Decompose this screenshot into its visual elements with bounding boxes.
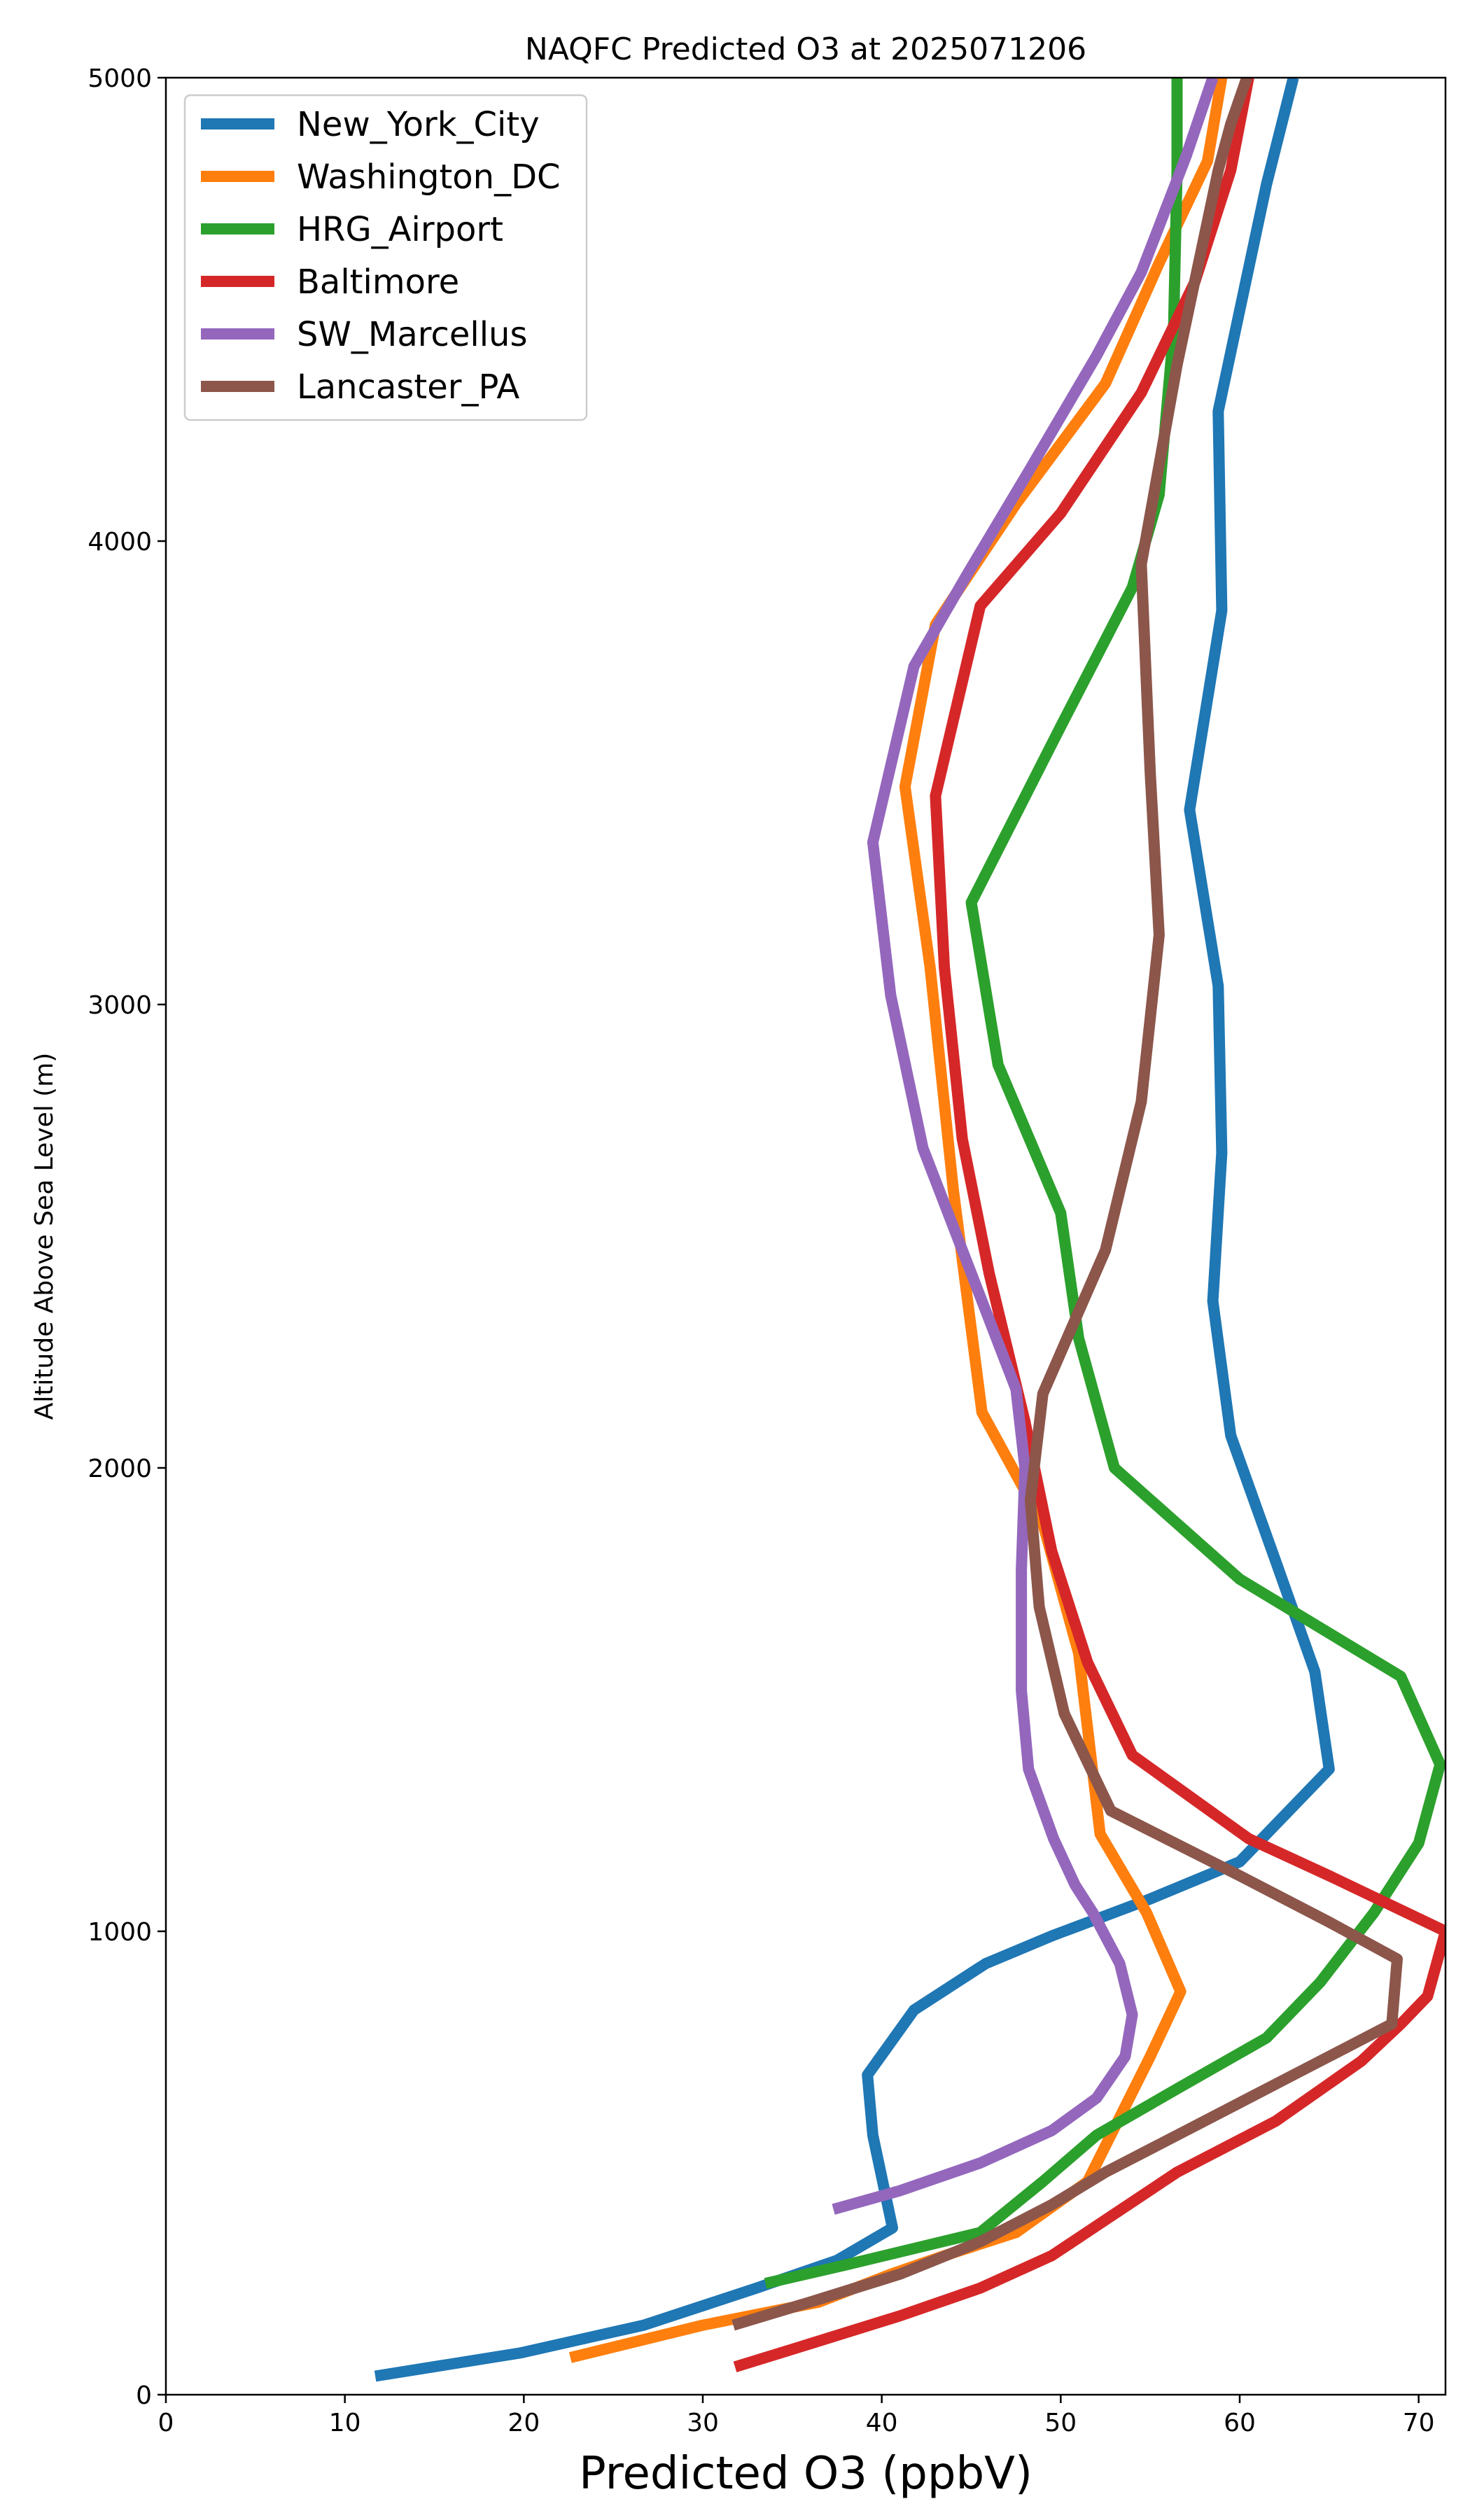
- series-line-lancaster-pa: [732, 78, 1403, 2331]
- x-tick-label: 10: [329, 2409, 361, 2437]
- y-tick-label: 3000: [88, 991, 152, 1020]
- x-tick-label: 0: [158, 2409, 174, 2437]
- x-tick-label: 70: [1403, 2409, 1435, 2437]
- legend-label-baltimore: Baltimore: [297, 262, 459, 302]
- y-tick-label: 1000: [88, 1918, 152, 1947]
- legend: New_York_City Washington_DC HRG_Airport Bal…: [183, 94, 588, 421]
- x-tick-label: 20: [507, 2409, 540, 2437]
- series-line-hrg-airport: [764, 78, 1446, 2289]
- y-tick-label: 5000: [88, 64, 152, 93]
- y-tick-label: 4000: [88, 528, 152, 556]
- y-axis-label: Altitude Above Sea Level (m): [30, 1053, 59, 1420]
- series-line-baltimore: [733, 78, 1446, 2372]
- y-axis-ticks: 0 1000 2000 3000 4000 5000: [88, 64, 166, 2410]
- legend-box: [183, 94, 588, 421]
- x-axis-ticks: 0 10 20 30 40 50 60 70: [158, 2395, 1435, 2437]
- x-axis-label: Predicted O3 (ppbV): [579, 2448, 1032, 2500]
- series-line-sw-marcellus: [832, 78, 1219, 2215]
- x-tick-label: 40: [866, 2409, 898, 2437]
- chart-title: NAQFC Predicted O3 at 2025071206: [525, 31, 1086, 67]
- legend-label-sw-marcellus: SW_Marcellus: [297, 315, 527, 354]
- legend-label-lancaster-pa: Lancaster_PA: [297, 368, 519, 407]
- x-tick-label: 60: [1224, 2409, 1256, 2437]
- x-tick-label: 30: [687, 2409, 719, 2437]
- legend-label-new-york-city: New_York_City: [297, 105, 540, 144]
- legend-label-hrg-airport: HRG_Airport: [297, 210, 503, 249]
- series-layer: [374, 78, 1446, 2382]
- y-tick-label: 0: [136, 2381, 152, 2410]
- x-tick-label: 50: [1044, 2409, 1077, 2437]
- series-line-new-york-city: [374, 78, 1335, 2382]
- plot-frame: [164, 76, 1447, 2396]
- legend-label-washington-dc: Washington_DC: [297, 158, 561, 197]
- y-tick-label: 2000: [88, 1455, 152, 1483]
